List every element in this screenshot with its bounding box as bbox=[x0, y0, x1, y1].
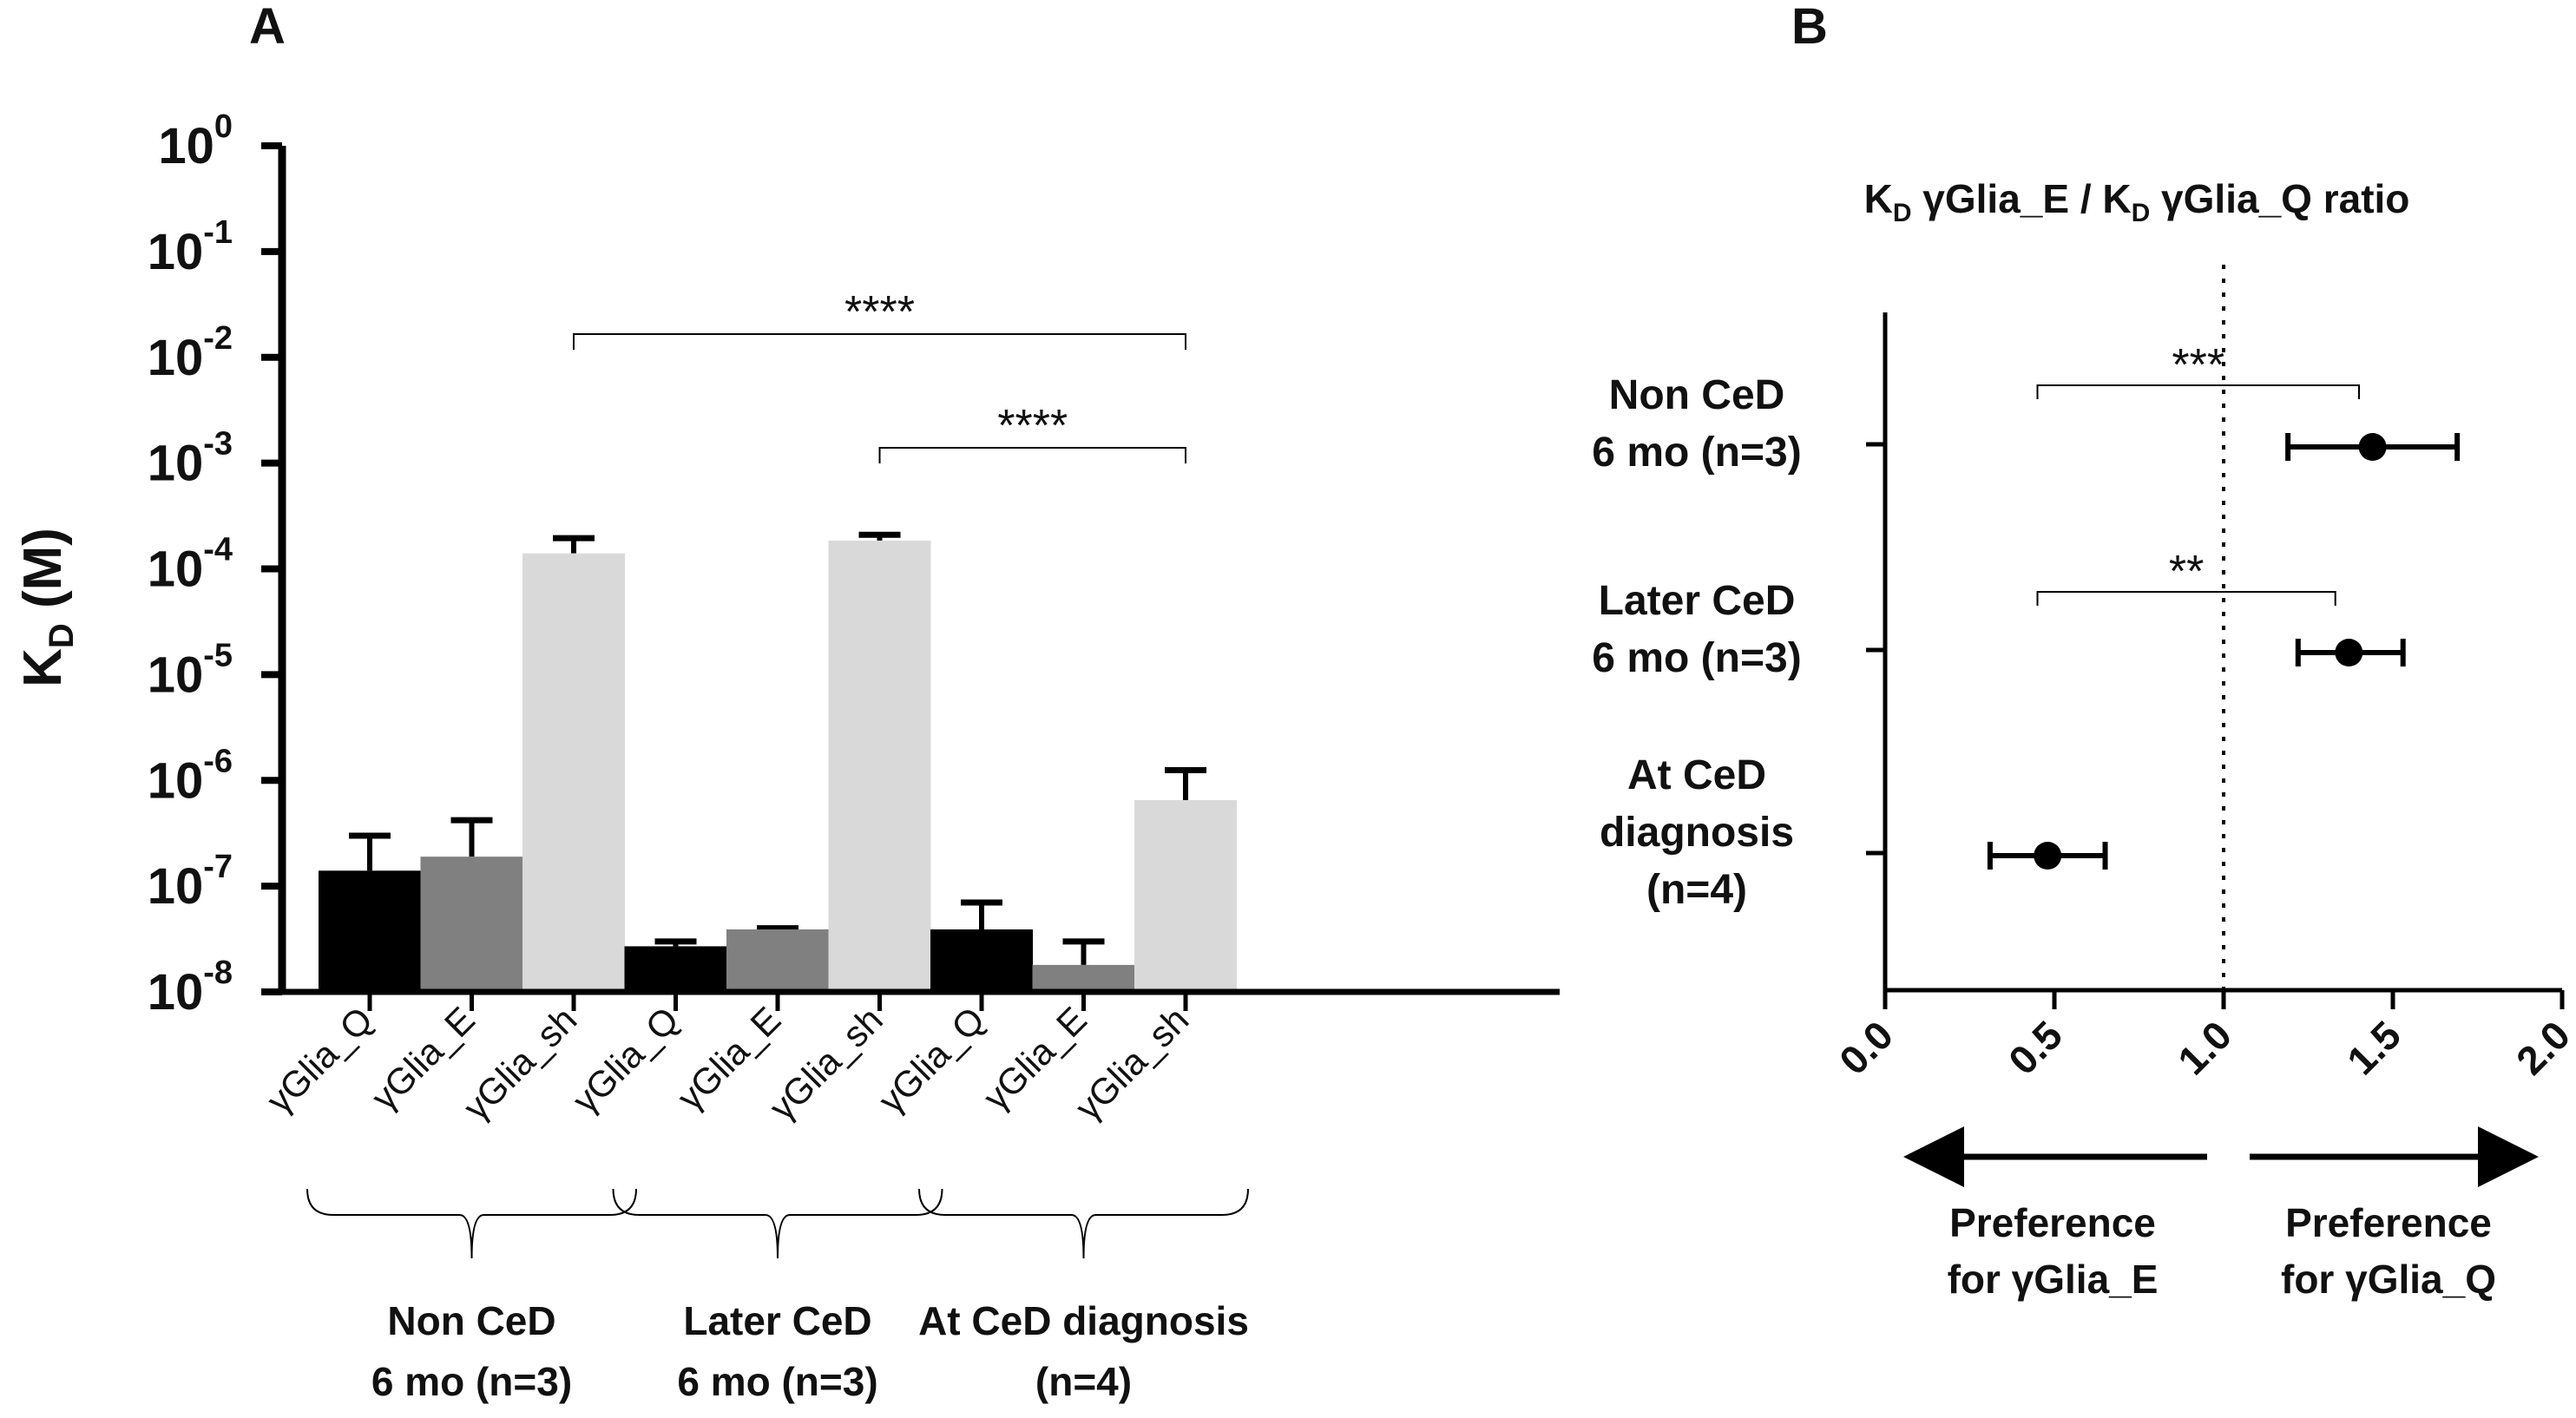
x-ticks: 0.0 0.5 1.0 1.5 2.0 bbox=[1830, 990, 2576, 1083]
significance-label: **** bbox=[997, 401, 1068, 451]
x-tick-label: γGlia_Q bbox=[871, 999, 993, 1121]
significance-label: **** bbox=[844, 287, 915, 338]
y-tick-label: 10-4 bbox=[148, 532, 233, 598]
y-axis-label-unit: (M) bbox=[13, 528, 73, 608]
x-tick-labels: γGlia_QγGlia_EγGlia_shγGlia_QγGlia_EγGli… bbox=[259, 999, 1197, 1128]
y-category-label: At CeD bbox=[1627, 752, 1766, 798]
y-tick-label: 100 bbox=[158, 108, 233, 174]
y-category-labels: Non CeD 6 mo (n=3) Later CeD 6 mo (n=3) At C… bbox=[1592, 372, 1885, 913]
group-label-line1: At CeD diagnosis bbox=[918, 1298, 1249, 1343]
group-brace bbox=[306, 1188, 637, 1259]
bar bbox=[522, 553, 625, 992]
x-tick-label: 1.5 bbox=[2338, 1012, 2409, 1083]
x-tick-label: 1.0 bbox=[2169, 1012, 2240, 1083]
svg-text:KD (M): KD (M) bbox=[13, 528, 81, 687]
y-tick-label: 10-6 bbox=[148, 743, 233, 809]
bars bbox=[319, 531, 1237, 1011]
bar bbox=[930, 929, 1033, 992]
y-tick-label: 10-1 bbox=[148, 214, 233, 280]
data-point bbox=[2335, 639, 2363, 666]
panel-b-chart: KD γGlia_E / KD γGlia_Q ratio Non CeD 6 m… bbox=[1592, 176, 2576, 1302]
bar bbox=[828, 540, 931, 992]
y-axis-label-main: K bbox=[13, 648, 73, 687]
y-tick-label: 10-5 bbox=[148, 637, 233, 703]
significance-label: ** bbox=[2169, 547, 2204, 597]
bar bbox=[319, 870, 421, 992]
bar bbox=[1134, 800, 1237, 992]
bar bbox=[624, 946, 727, 992]
group-label-line2: (n=4) bbox=[1035, 1359, 1132, 1404]
y-axis-label: KD (M) bbox=[13, 528, 81, 687]
panel-a-label: A bbox=[249, 0, 286, 55]
panel-a-chart: KD (M) 10010-110-210-310-410-510-610-710… bbox=[13, 108, 1560, 1404]
x-tick-label: γGlia_Q bbox=[259, 999, 381, 1121]
significance-bracket bbox=[878, 447, 1186, 463]
y-category-label: (n=4) bbox=[1646, 867, 1747, 913]
x-tick-label: 0.5 bbox=[2000, 1012, 2071, 1083]
y-category-label: diagnosis bbox=[1600, 810, 1794, 856]
significance-brackets: **** **** bbox=[573, 287, 1186, 463]
arrow-right-label-line1: Preference bbox=[2285, 1200, 2492, 1245]
bar bbox=[1032, 964, 1135, 992]
y-category-label: 6 mo (n=3) bbox=[1592, 430, 1801, 476]
y-tick-label: 10-3 bbox=[148, 426, 233, 492]
panel-b-title: KD γGlia_E / KD γGlia_Q ratio bbox=[1864, 176, 2410, 227]
y-category-label: Non CeD bbox=[1609, 372, 1785, 418]
y-category-label: 6 mo (n=3) bbox=[1592, 635, 1801, 681]
arrow-left-label-line2: for γGlia_E bbox=[1948, 1257, 2159, 1302]
group-brace bbox=[918, 1188, 1249, 1259]
data-point bbox=[2034, 842, 2062, 870]
significance-brackets: ***** bbox=[2036, 340, 2360, 606]
y-ticks: 100 10-1 10-2 10-3 10-4 10-5 10-6 10-7 10-8 bbox=[148, 108, 282, 1021]
x-tick-label: 2.0 bbox=[2507, 1012, 2576, 1083]
significance-bracket bbox=[2036, 384, 2360, 399]
y-tick-label: 10-7 bbox=[148, 849, 233, 915]
group-label-line2: 6 mo (n=3) bbox=[677, 1359, 877, 1404]
significance-bracket bbox=[2036, 591, 2336, 606]
significance-bracket bbox=[573, 333, 1186, 350]
arrow-right-label-line2: for γGlia_Q bbox=[2281, 1257, 2496, 1302]
y-category-label: Later CeD bbox=[1599, 578, 1796, 624]
bar bbox=[726, 929, 829, 992]
significance-label: *** bbox=[2172, 340, 2224, 391]
x-tick-label: 0.0 bbox=[1830, 1012, 1902, 1083]
x-tick-label: γGlia_Q bbox=[564, 999, 687, 1121]
y-tick-label: 10-2 bbox=[148, 320, 233, 386]
y-tick-label: 10-8 bbox=[148, 955, 233, 1021]
arrow-left-label-line1: Preference bbox=[1949, 1200, 2156, 1245]
group-label-line1: Later CeD bbox=[683, 1298, 871, 1343]
group-brace bbox=[612, 1188, 943, 1259]
panel-b-label: B bbox=[1791, 0, 1828, 55]
group-braces: Non CeD 6 mo (n=3) Later CeD 6 mo (n=3) At C… bbox=[306, 1188, 1249, 1404]
x-tick-label: γGlia_sh bbox=[1068, 999, 1197, 1128]
data-point bbox=[2358, 433, 2387, 461]
y-axis-label-sub: D bbox=[43, 623, 81, 648]
x-tick-label: γGlia_sh bbox=[761, 999, 890, 1128]
bar bbox=[420, 857, 523, 992]
group-label-line2: 6 mo (n=3) bbox=[371, 1359, 572, 1404]
x-tick-label: γGlia_sh bbox=[456, 999, 585, 1128]
group-label-line1: Non CeD bbox=[387, 1298, 555, 1343]
data-points bbox=[1987, 433, 2461, 870]
